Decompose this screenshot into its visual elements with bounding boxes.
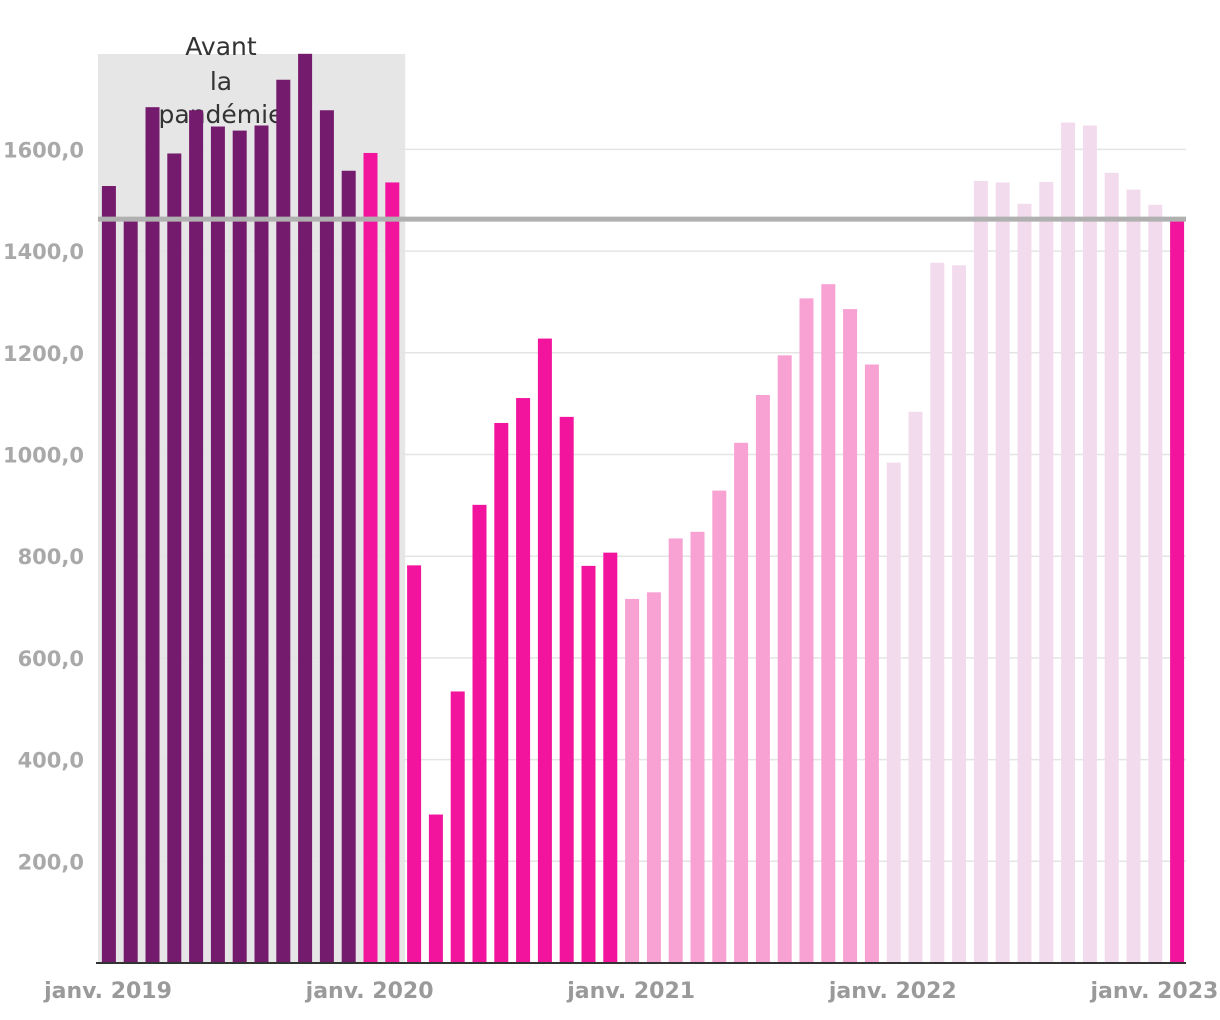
bar xyxy=(734,442,749,963)
bar xyxy=(930,262,945,963)
bar xyxy=(101,186,116,964)
y-tick-label: 400,0 xyxy=(18,749,84,773)
y-tick-label: 1200,0 xyxy=(3,342,84,366)
bar xyxy=(712,490,727,963)
bar xyxy=(603,552,618,963)
bar xyxy=(668,538,683,963)
bar xyxy=(537,338,552,963)
bar xyxy=(210,126,225,963)
bar xyxy=(952,265,967,963)
x-tick-label: janv. 2021 xyxy=(566,979,695,1004)
bar xyxy=(1082,125,1097,964)
bar xyxy=(559,416,574,964)
bar xyxy=(755,395,770,963)
bar xyxy=(1170,217,1185,963)
bar xyxy=(995,182,1010,963)
bar xyxy=(843,309,858,964)
y-tick-label: 1400,0 xyxy=(3,240,84,264)
y-tick-label: 600,0 xyxy=(18,647,84,671)
bar xyxy=(690,531,705,963)
bar xyxy=(298,53,313,963)
annotation-text: pandémie xyxy=(159,100,284,129)
bar xyxy=(516,398,531,963)
y-tick-label: 1000,0 xyxy=(3,444,84,468)
x-tick-label: janv. 2023 xyxy=(1089,979,1218,1004)
bar xyxy=(472,504,487,963)
bar xyxy=(428,814,443,963)
bar xyxy=(625,598,640,963)
y-tick-label: 200,0 xyxy=(18,850,84,874)
y-tick-label: 1600,0 xyxy=(3,138,84,162)
bar xyxy=(123,218,138,964)
bar xyxy=(908,411,923,963)
bar xyxy=(407,565,422,963)
pre-pandemic-shade xyxy=(98,54,406,963)
bar xyxy=(494,422,509,963)
bar xyxy=(1104,172,1119,963)
x-tick-label: janv. 2020 xyxy=(305,979,434,1004)
bar xyxy=(145,107,160,963)
bar xyxy=(385,182,400,963)
bar xyxy=(799,298,814,963)
annotation-text: la xyxy=(210,67,232,96)
bar xyxy=(864,364,879,964)
x-tick-label: janv. 2019 xyxy=(43,979,172,1004)
annotation-text: Avant xyxy=(185,32,257,61)
bar xyxy=(777,355,792,963)
bar xyxy=(276,79,291,964)
bar xyxy=(1148,204,1163,963)
bar xyxy=(254,125,269,964)
bar xyxy=(232,130,247,963)
x-tick-label: janv. 2022 xyxy=(828,979,957,1004)
y-tick-label: 800,0 xyxy=(18,545,84,569)
bar xyxy=(189,110,204,964)
bar xyxy=(1126,189,1141,963)
bar xyxy=(341,170,356,963)
bar xyxy=(886,462,901,963)
bar xyxy=(1039,181,1054,964)
bar xyxy=(973,180,988,963)
bar xyxy=(646,592,661,963)
bar xyxy=(167,153,182,963)
bar xyxy=(1017,203,1032,963)
bar xyxy=(450,691,465,963)
bar xyxy=(581,565,596,963)
bar xyxy=(1061,122,1076,963)
bar xyxy=(363,152,378,964)
bar xyxy=(821,284,836,964)
bar xyxy=(319,110,334,964)
